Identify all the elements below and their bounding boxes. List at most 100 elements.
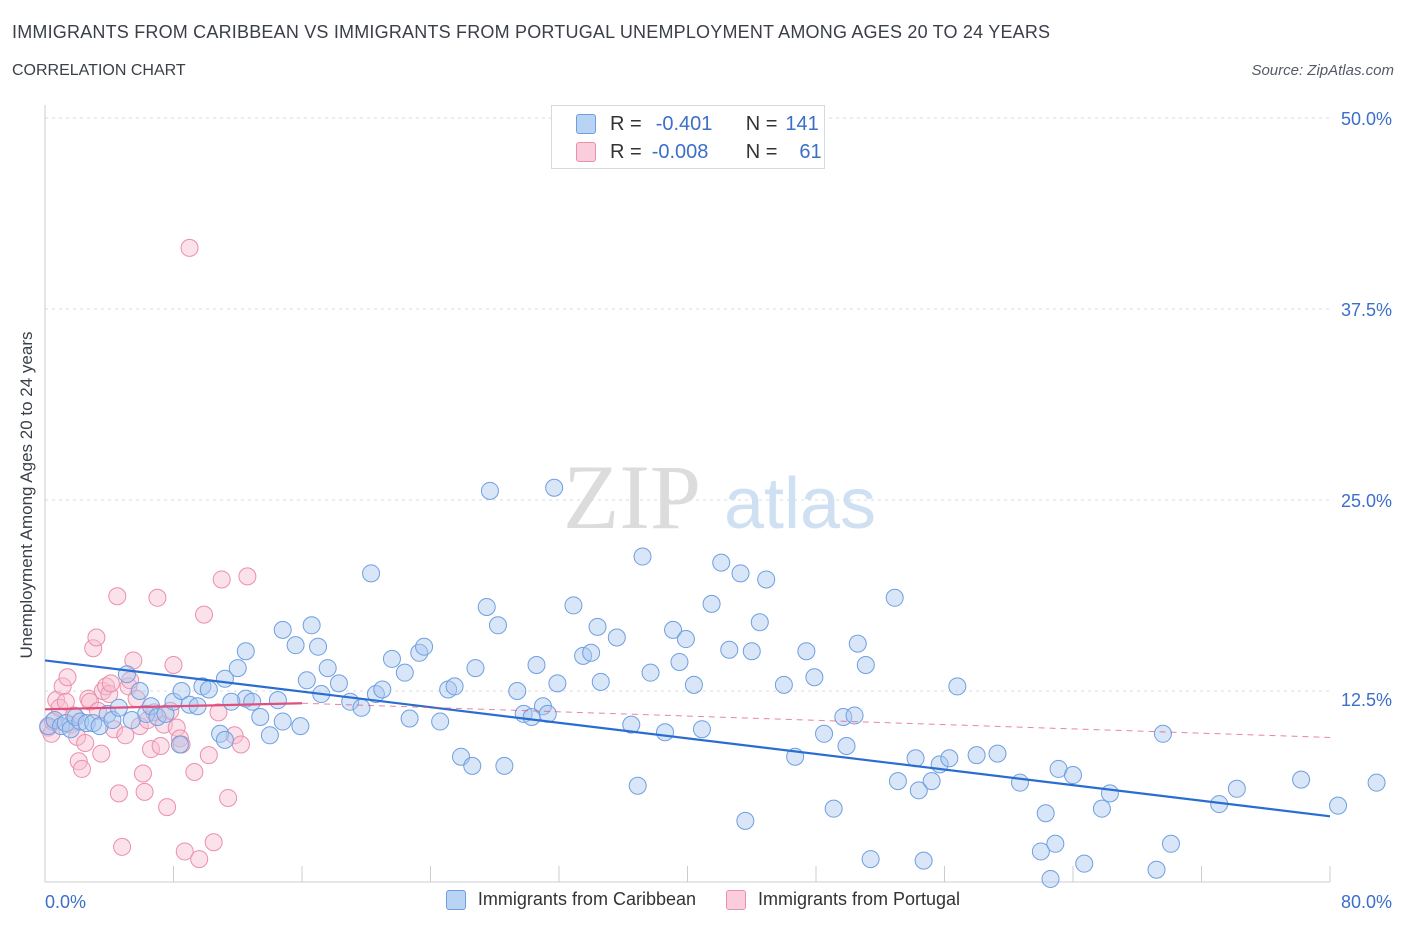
portugal-swatch <box>726 889 746 910</box>
r-label: R = <box>610 140 642 163</box>
caribbean-point <box>1147 860 1166 879</box>
legend-item-portugal[interactable]: Immigrants from Portugal <box>726 889 960 910</box>
caribbean-point <box>415 637 434 656</box>
caribbean-point <box>268 691 287 710</box>
caribbean-point <box>564 596 583 615</box>
axes <box>44 105 1331 883</box>
y-axis-title: Unemployment Among Ages 20 to 24 years <box>17 332 36 659</box>
caribbean-point <box>885 588 904 607</box>
caribbean-point <box>508 682 527 700</box>
caribbean-point <box>797 642 816 661</box>
portugal-point <box>76 733 95 752</box>
portugal-point <box>219 788 238 807</box>
caribbean-point <box>731 564 750 583</box>
caribbean-point <box>545 478 564 497</box>
portugal-point <box>209 703 228 722</box>
y-tick-label: 12.5% <box>1341 690 1392 710</box>
portugal-point <box>92 744 111 763</box>
caribbean-point <box>286 636 305 655</box>
portugal-point <box>142 740 161 759</box>
portugal-point <box>151 737 170 756</box>
caribbean-point <box>1292 770 1311 789</box>
caribbean-point <box>1031 842 1050 861</box>
caribbean-point <box>400 709 419 728</box>
caribbean-point <box>856 656 875 675</box>
tick-labels: 12.5% 25.0% 37.5% 50.0% 0.0% 80.0% <box>45 109 1392 912</box>
portugal-point <box>113 837 132 856</box>
x-tick-label: 0.0% <box>45 892 86 912</box>
caribbean-point <box>243 692 262 711</box>
caribbean-point <box>736 811 755 830</box>
caribbean-point <box>309 637 328 656</box>
caribbean-point <box>720 640 739 659</box>
caribbean-point <box>909 781 928 800</box>
portugal-point <box>180 238 199 257</box>
caribbean-point <box>967 746 986 765</box>
caribbean-point <box>845 706 864 725</box>
caribbean-point <box>914 851 933 870</box>
caribbean-point <box>712 553 731 572</box>
caribbean-point <box>757 570 776 589</box>
caribbean-point <box>395 663 414 682</box>
caribbean-point <box>548 674 567 693</box>
portugal-point <box>84 639 103 658</box>
legend-label-caribbean: Immigrants from Caribbean <box>477 889 696 909</box>
caribbean-point <box>1367 773 1386 792</box>
caribbean-point <box>318 659 337 678</box>
caribbean-point <box>837 737 856 756</box>
caribbean-point <box>702 594 721 613</box>
portugal-point <box>231 735 250 754</box>
caribbean-point <box>834 707 853 726</box>
caribbean-point <box>805 668 824 687</box>
caribbean-point <box>273 620 292 639</box>
legend-item-caribbean[interactable]: Immigrants from Caribbean <box>445 889 696 910</box>
portugal-point <box>170 729 189 748</box>
caribbean-point <box>1064 766 1082 785</box>
portugal-point <box>58 668 77 687</box>
caribbean-point <box>824 799 843 818</box>
portugal-point <box>79 689 98 708</box>
caribbean-point <box>656 723 675 742</box>
caribbean-swatch <box>445 889 466 910</box>
caribbean-point <box>410 643 429 662</box>
portugal-point <box>53 677 72 696</box>
caribbean-point <box>588 617 607 636</box>
caribbean-point <box>1041 869 1060 888</box>
caribbean-point <box>922 772 941 791</box>
caribbean-point <box>1227 779 1246 798</box>
chart-subtitle: CORRELATION CHART <box>12 62 186 79</box>
caribbean-point <box>98 704 117 723</box>
portugal-point <box>108 587 127 606</box>
caribbean-point <box>236 642 255 661</box>
caribbean-point <box>130 682 149 700</box>
caribbean-point <box>463 756 482 775</box>
caribbean-point <box>940 749 959 768</box>
y-tick-label: 25.0% <box>1341 491 1392 511</box>
caribbean-point <box>607 628 626 647</box>
portugal-point <box>164 656 183 675</box>
caribbean-point <box>641 663 660 682</box>
portugal-point <box>190 850 209 869</box>
caribbean-point <box>71 712 90 731</box>
portugal-point <box>212 570 231 589</box>
portugal-swatch <box>576 142 596 162</box>
caribbean-point <box>774 675 793 694</box>
portugal-point <box>101 674 120 693</box>
caribbean-point <box>61 720 80 739</box>
portugal-point <box>116 726 135 745</box>
n-label: N = <box>745 140 778 163</box>
caribbean-point <box>527 656 546 675</box>
caribbean-point <box>670 652 689 671</box>
caribbean-point <box>948 677 967 696</box>
r-label: R = <box>610 112 642 135</box>
caribbean-point <box>211 724 230 743</box>
caribbean-point <box>628 776 647 795</box>
trend-lines <box>44 659 1331 818</box>
caribbean-point <box>366 685 385 704</box>
watermark: ZIP atlas <box>563 446 876 548</box>
caribbean-point <box>445 677 464 696</box>
caribbean-point <box>56 714 75 733</box>
caribbean-point <box>495 756 514 775</box>
caribbean-point <box>988 744 1007 763</box>
portugal-point <box>135 782 154 801</box>
